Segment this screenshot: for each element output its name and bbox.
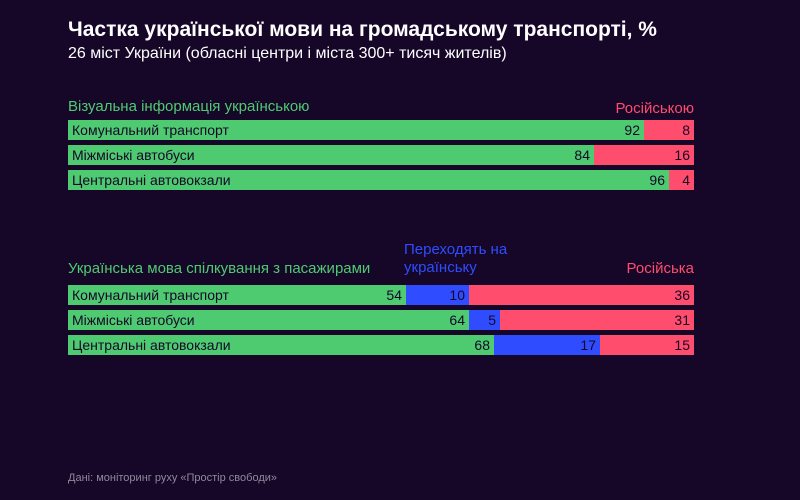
data-label: 92	[624, 122, 640, 138]
legend-label-series-2: Російською	[615, 100, 694, 117]
bar-segment-series-3	[500, 310, 694, 330]
chart-title: Частка української мови на громадському …	[68, 18, 657, 41]
data-label: 15	[674, 337, 690, 353]
legend-label-series-2: Переходять на українську	[404, 241, 508, 276]
bar-segment-series-2	[644, 120, 694, 140]
source-note: Дані: моніторинг руху «Простір свободи»	[68, 472, 277, 484]
chart-subtitle: 26 міст України (обласні центри і міста …	[68, 45, 507, 62]
bar-row: 84 16 Міжміські автобуси	[68, 145, 694, 165]
legend-label-series-1: Візуальна інформація українською	[68, 98, 310, 115]
data-label: 16	[674, 147, 690, 163]
bar-row: 96 4 Центральні автовокзали	[68, 170, 694, 190]
bar-segment-series-1	[68, 335, 494, 355]
bar-segment-series-2	[669, 170, 694, 190]
bar-segment-series-3	[600, 335, 694, 355]
category-label: Центральні автовокзали	[72, 172, 231, 188]
data-label: 84	[574, 147, 590, 163]
data-label: 64	[449, 312, 465, 328]
bar-segment-series-1	[68, 145, 594, 165]
data-label: 31	[674, 312, 690, 328]
data-label: 10	[449, 287, 465, 303]
data-label: 96	[649, 172, 665, 188]
bar-segment-series-2	[494, 335, 600, 355]
bar-segment-series-3	[469, 285, 694, 305]
legend-label-series-3: Російська	[626, 260, 694, 277]
bar-row: 68 17 15 Центральні автовокзали	[68, 335, 694, 355]
bar-segment-series-2	[406, 285, 469, 305]
category-label: Центральні автовокзали	[72, 337, 231, 353]
bar-segment-series-1	[68, 285, 406, 305]
category-label: Міжміські автобуси	[72, 312, 195, 328]
data-label: 17	[580, 337, 596, 353]
bar-segment-series-1	[68, 120, 644, 140]
bar-segment-series-1	[68, 310, 469, 330]
data-label: 8	[682, 122, 690, 138]
category-label: Міжміські автобуси	[72, 147, 195, 163]
bar-row: 64 5 31 Міжміські автобуси	[68, 310, 694, 330]
bar-row: 54 10 36 Комунальний транспорт	[68, 285, 694, 305]
bar-segment-series-1	[68, 170, 669, 190]
legend-label-series-1: Українська мова спілкування з пасажирами	[68, 260, 371, 277]
bar-segment-series-2	[469, 310, 500, 330]
bar-segment-series-2	[594, 145, 694, 165]
data-label: 5	[488, 312, 496, 328]
data-label: 4	[682, 172, 690, 188]
data-label: 36	[674, 287, 690, 303]
category-label: Комунальний транспорт	[72, 287, 229, 303]
data-label: 54	[386, 287, 402, 303]
data-label: 68	[474, 337, 490, 353]
bar-row: 92 8 Комунальний транспорт	[68, 120, 694, 140]
category-label: Комунальний транспорт	[72, 122, 229, 138]
